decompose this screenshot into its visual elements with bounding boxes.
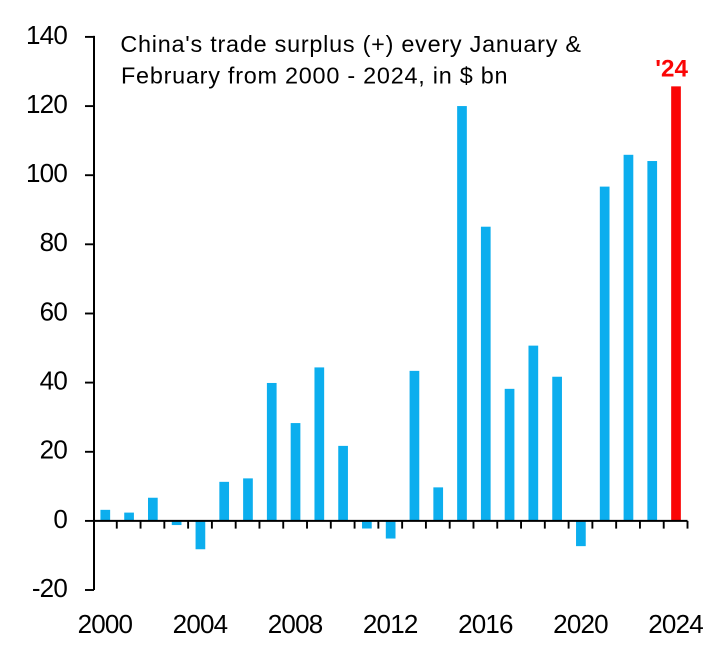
svg-text:140: 140 [26,20,67,50]
svg-text:80: 80 [40,227,68,257]
svg-text:2020: 2020 [553,609,608,639]
svg-text:'24: '24 [655,56,688,83]
svg-text:100: 100 [26,158,67,188]
svg-text:2000: 2000 [78,609,133,639]
svg-text:-20: -20 [32,573,68,603]
svg-text:20: 20 [40,435,68,465]
svg-text:40: 40 [40,366,68,396]
svg-text:2012: 2012 [363,609,418,639]
svg-text:2024: 2024 [648,609,703,639]
svg-text:2008: 2008 [268,609,323,639]
svg-text:February from 2000 - 2024, in: February from 2000 - 2024, in $ bn [121,63,508,89]
svg-text:2004: 2004 [173,609,228,639]
svg-text:60: 60 [40,296,68,326]
svg-text:120: 120 [26,89,67,119]
svg-text:China's trade surplus (+) ever: China's trade surplus (+) every January … [120,31,581,57]
svg-text:0: 0 [53,504,67,534]
svg-text:2016: 2016 [458,609,513,639]
